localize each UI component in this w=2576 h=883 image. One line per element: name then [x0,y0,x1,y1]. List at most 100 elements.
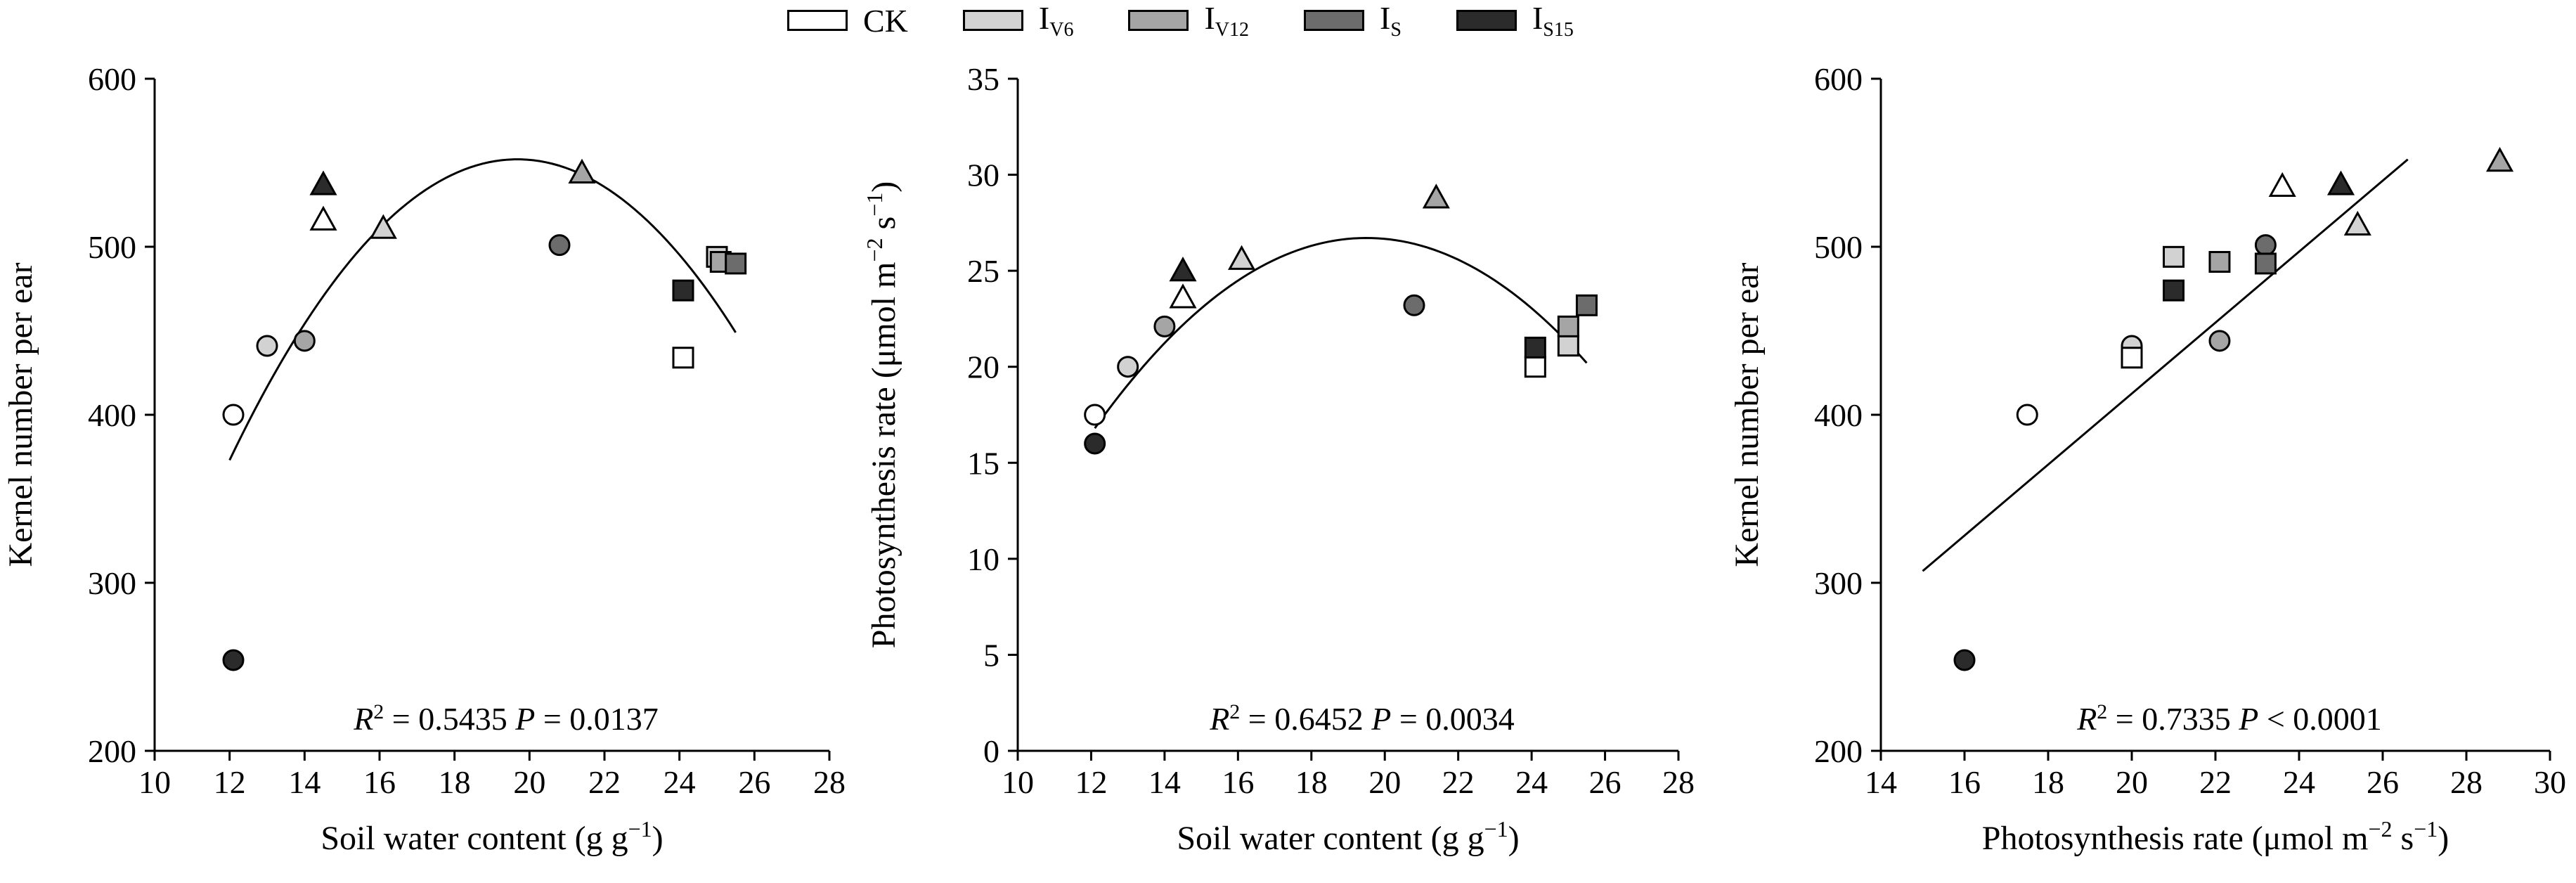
data-point-circle-is15 [1084,432,1106,455]
legend-swatch [1128,10,1189,31]
data-point-square-ck [672,347,694,369]
legend-item-ck: CK [787,2,908,39]
legend-item-iv6: IV6 [962,0,1074,41]
data-point-circle-ck [1084,404,1106,426]
y-tick-label: 25 [967,253,999,289]
data-point-square-is15 [2163,279,2185,302]
data-point-triangle-iv6 [1228,245,1256,270]
legend-label: IS15 [1532,0,1574,41]
label-text: s [2393,820,2414,857]
data-point-circle-iv12 [293,330,316,352]
data-point-square-iv12 [2208,251,2231,273]
x-tick-label: 26 [1589,764,1622,800]
fit-annotation: R2 = 0.5435 P = 0.0137 [353,700,659,737]
data-point-square-ck [2121,347,2143,369]
label-text: s [865,217,902,238]
legend-label-base: I [1380,0,1391,36]
data-point-circle-is [548,234,571,257]
y-tick-label: 200 [88,733,136,769]
annotation-r2-value: = 0.5435 [384,701,515,737]
fit-annotation: R2 = 0.7335 P < 0.0001 [2076,700,2382,737]
data-point-triangle-ck [309,205,337,231]
x-tick-label: 10 [138,764,171,800]
y-tick-label: 300 [1814,565,1863,601]
legend-label-base: CK [863,2,908,39]
annotation-r-superscript: 2 [1229,700,1240,723]
y-tick-label: 10 [967,541,999,577]
label-superscript: −1 [862,193,887,217]
y-tick-label: 30 [967,157,999,193]
data-point-triangle-iv6 [2343,210,2371,236]
y-tick-label: 15 [967,445,999,481]
legend-label-subscript: V6 [1049,19,1074,41]
data-point-triangle-ck [2268,172,2296,198]
x-axis-label: Soil water content (g g−1) [321,816,663,857]
legend-label: IV12 [1204,0,1249,41]
fit-curve [1094,237,1588,429]
x-tick-label: 16 [1948,764,1981,800]
annotation-r-superscript: 2 [2097,700,2107,723]
x-tick-label: 18 [1295,764,1328,800]
y-axis-label: Kernel number per ear [1728,262,1766,567]
x-axis-label: Photosynthesis rate (μmol m−2 s−1) [1982,816,2449,857]
annotation-r2-value: = 0.7335 [2107,701,2239,737]
x-tick-label: 18 [2032,764,2064,800]
annotation-p: P [1371,701,1391,737]
legend-label: IS [1380,0,1402,41]
annotation-p-value: < 0.0001 [2258,701,2381,737]
legend-label-base: I [1532,0,1543,36]
x-tick-label: 28 [2450,764,2483,800]
data-point-triangle-is15 [2326,170,2355,195]
label-text: Kernel number per ear [2,262,39,567]
label-text: ) [1508,820,1520,857]
data-point-square-iv6 [1557,335,1579,357]
y-tick-label: 35 [967,61,999,97]
data-point-triangle-iv12 [2486,147,2514,172]
data-point-circle-ck [222,404,245,426]
x-tick-label: 28 [1662,764,1695,800]
data-point-triangle-iv12 [1422,183,1450,209]
x-tick-label: 12 [1075,764,1107,800]
y-tick-label: 200 [1814,733,1863,769]
legend-label-subscript: S15 [1543,19,1574,41]
annotation-p-value: = 0.0034 [1391,701,1514,737]
legend-item-is15: IS15 [1456,0,1574,41]
x-tick-label: 30 [2534,764,2566,800]
label-text: Kernel number per ear [1728,262,1766,567]
legend-label-subscript: V12 [1215,19,1250,41]
annotation-r: R [353,701,373,737]
y-tick-label: 400 [1814,397,1863,433]
x-tick-label: 12 [214,764,246,800]
data-point-square-is [2254,252,2277,275]
label-text: Photosynthesis rate (μmol m [1982,820,2369,857]
annotation-p: P [2238,701,2258,737]
label-superscript: −2 [2368,816,2392,842]
y-tick-label: 5 [983,637,999,673]
x-tick-label: 22 [1442,764,1475,800]
legend-swatch [1304,10,1365,31]
legend-label-subscript: S [1390,19,1402,41]
data-point-square-is [725,252,747,275]
data-point-triangle-iv12 [568,158,596,183]
label-text: ) [652,820,664,857]
y-axis-label: Photosynthesis rate (μmol m−2 s−1) [862,181,902,648]
legend-swatch [962,10,1023,31]
y-tick-label: 20 [967,349,999,385]
x-axis-label: Soil water content (g g−1) [1177,816,1519,857]
legend-label-base: I [1204,0,1215,36]
legend-swatch [1456,10,1517,31]
x-tick-label: 14 [1148,764,1181,800]
label-text: ) [865,181,902,193]
x-tick-label: 10 [1002,764,1034,800]
x-tick-label: 24 [2283,764,2315,800]
data-point-triangle-ck [1169,283,1197,309]
y-tick-label: 300 [88,565,136,601]
annotation-r: R [2076,701,2097,737]
label-text: Soil water content (g g [321,820,628,857]
data-point-square-is15 [1524,336,1546,359]
x-tick-label: 28 [813,764,846,800]
y-tick-label: 0 [983,733,999,769]
annotation-p-value: = 0.0137 [535,701,658,737]
fit-annotation: R2 = 0.6452 P = 0.0034 [1209,700,1515,737]
